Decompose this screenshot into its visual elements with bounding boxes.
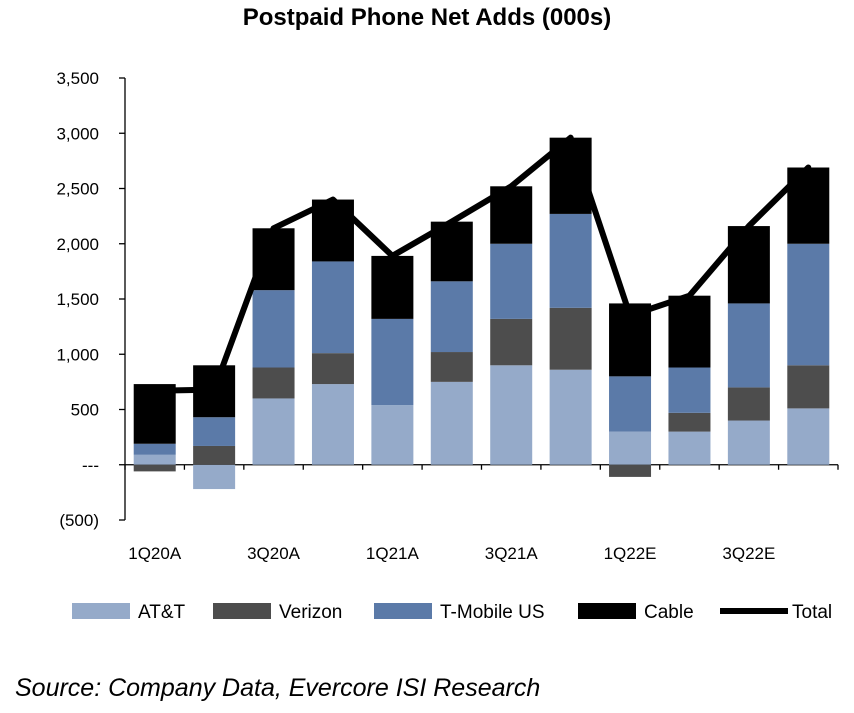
bar-segment	[668, 367, 711, 413]
legend: AT&T Verizon T-Mobile US Cable Total	[72, 602, 832, 623]
bar-segment	[371, 405, 414, 465]
bar-segment	[490, 365, 533, 465]
y-tick-label: 2,000	[56, 235, 99, 254]
bar-segment	[193, 445, 236, 465]
x-tick-label: 3Q22E	[722, 544, 775, 563]
bar-segment	[727, 303, 770, 388]
bar-segment	[252, 290, 295, 368]
bar-segment	[609, 376, 652, 432]
y-tick-label: 1,500	[56, 290, 99, 309]
y-tick-label: 3,000	[56, 124, 99, 143]
legend-label: Verizon	[279, 602, 342, 623]
y-tick-label: ---	[82, 456, 99, 475]
chart-title: Postpaid Phone Net Adds (000s)	[242, 4, 612, 31]
bar-segment	[490, 243, 533, 319]
bar-segment	[133, 454, 176, 465]
legend-swatch	[213, 603, 271, 619]
bar-segment	[311, 353, 354, 385]
bar-segment	[311, 261, 354, 354]
y-tick-label: (500)	[59, 511, 99, 530]
bar-segment	[133, 464, 176, 472]
bar-segment	[252, 398, 295, 465]
bars-layer	[133, 137, 830, 490]
bar-segment	[549, 369, 592, 465]
y-tick-label: 3,500	[56, 69, 99, 88]
y-tick-label: 2,500	[56, 180, 99, 199]
bar-segment	[430, 281, 473, 353]
legend-label: T-Mobile US	[440, 602, 545, 623]
y-tick-label: 500	[71, 401, 99, 420]
bar-segment	[371, 255, 414, 319]
x-tick-label: 3Q20A	[247, 544, 301, 563]
x-tick-label: 1Q22E	[604, 544, 657, 563]
bar-segment	[549, 213, 592, 308]
bar-segment	[133, 384, 176, 444]
x-tick-label: 3Q21A	[485, 544, 539, 563]
bar-segment	[787, 243, 830, 366]
bar-segment	[727, 420, 770, 465]
x-tick-label: 1Q20A	[128, 544, 182, 563]
source-note: Source: Company Data, Evercore ISI Resea…	[15, 674, 541, 702]
bar-segment	[430, 352, 473, 382]
bar-segment	[668, 295, 711, 368]
bar-segment	[609, 464, 652, 477]
bar-segment	[371, 318, 414, 406]
legend-swatch	[72, 603, 130, 619]
bar-segment	[193, 464, 236, 490]
total-line-layer	[151, 134, 812, 394]
bar-segment	[252, 228, 295, 291]
legend-label: Total	[792, 602, 832, 623]
legend-swatch	[374, 603, 432, 619]
bar-segment	[490, 318, 533, 366]
bar-segment	[787, 365, 830, 409]
bar-segment	[311, 384, 354, 465]
total-line	[151, 134, 812, 394]
bar-segment	[430, 381, 473, 465]
bar-segment	[252, 367, 295, 399]
bar-segment	[787, 408, 830, 465]
bar-segment	[668, 412, 711, 432]
x-axis: 1Q20A 3Q20A 1Q21A 3Q21A 1Q22E 3Q22E	[124, 464, 839, 563]
legend-label: AT&T	[138, 602, 186, 623]
bar-segment	[668, 431, 711, 465]
y-tick-label: 1,000	[56, 345, 99, 364]
stacked-bar-chart: (500) --- 500 1,000 1,500 2,000 2,500 3,000 3,50…	[56, 69, 839, 623]
bar-segment	[193, 417, 236, 446]
y-axis: (500) --- 500 1,000 1,500 2,000 2,500 3,000 3,50…	[56, 69, 126, 530]
x-tick-label: 1Q21A	[366, 544, 420, 563]
legend-label: Cable	[644, 602, 694, 623]
bar-segment	[133, 443, 176, 455]
legend-swatch	[578, 603, 636, 619]
bar-segment	[609, 431, 652, 465]
bar-segment	[727, 387, 770, 421]
bar-segment	[549, 307, 592, 370]
bar-segment	[727, 226, 770, 304]
